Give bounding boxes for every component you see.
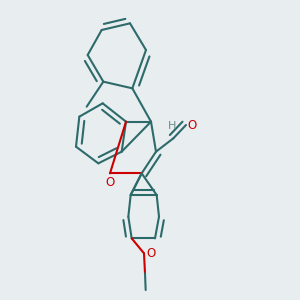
Text: H: H (168, 121, 176, 131)
Text: O: O (188, 118, 197, 131)
Text: O: O (146, 247, 156, 260)
Text: O: O (105, 176, 115, 189)
